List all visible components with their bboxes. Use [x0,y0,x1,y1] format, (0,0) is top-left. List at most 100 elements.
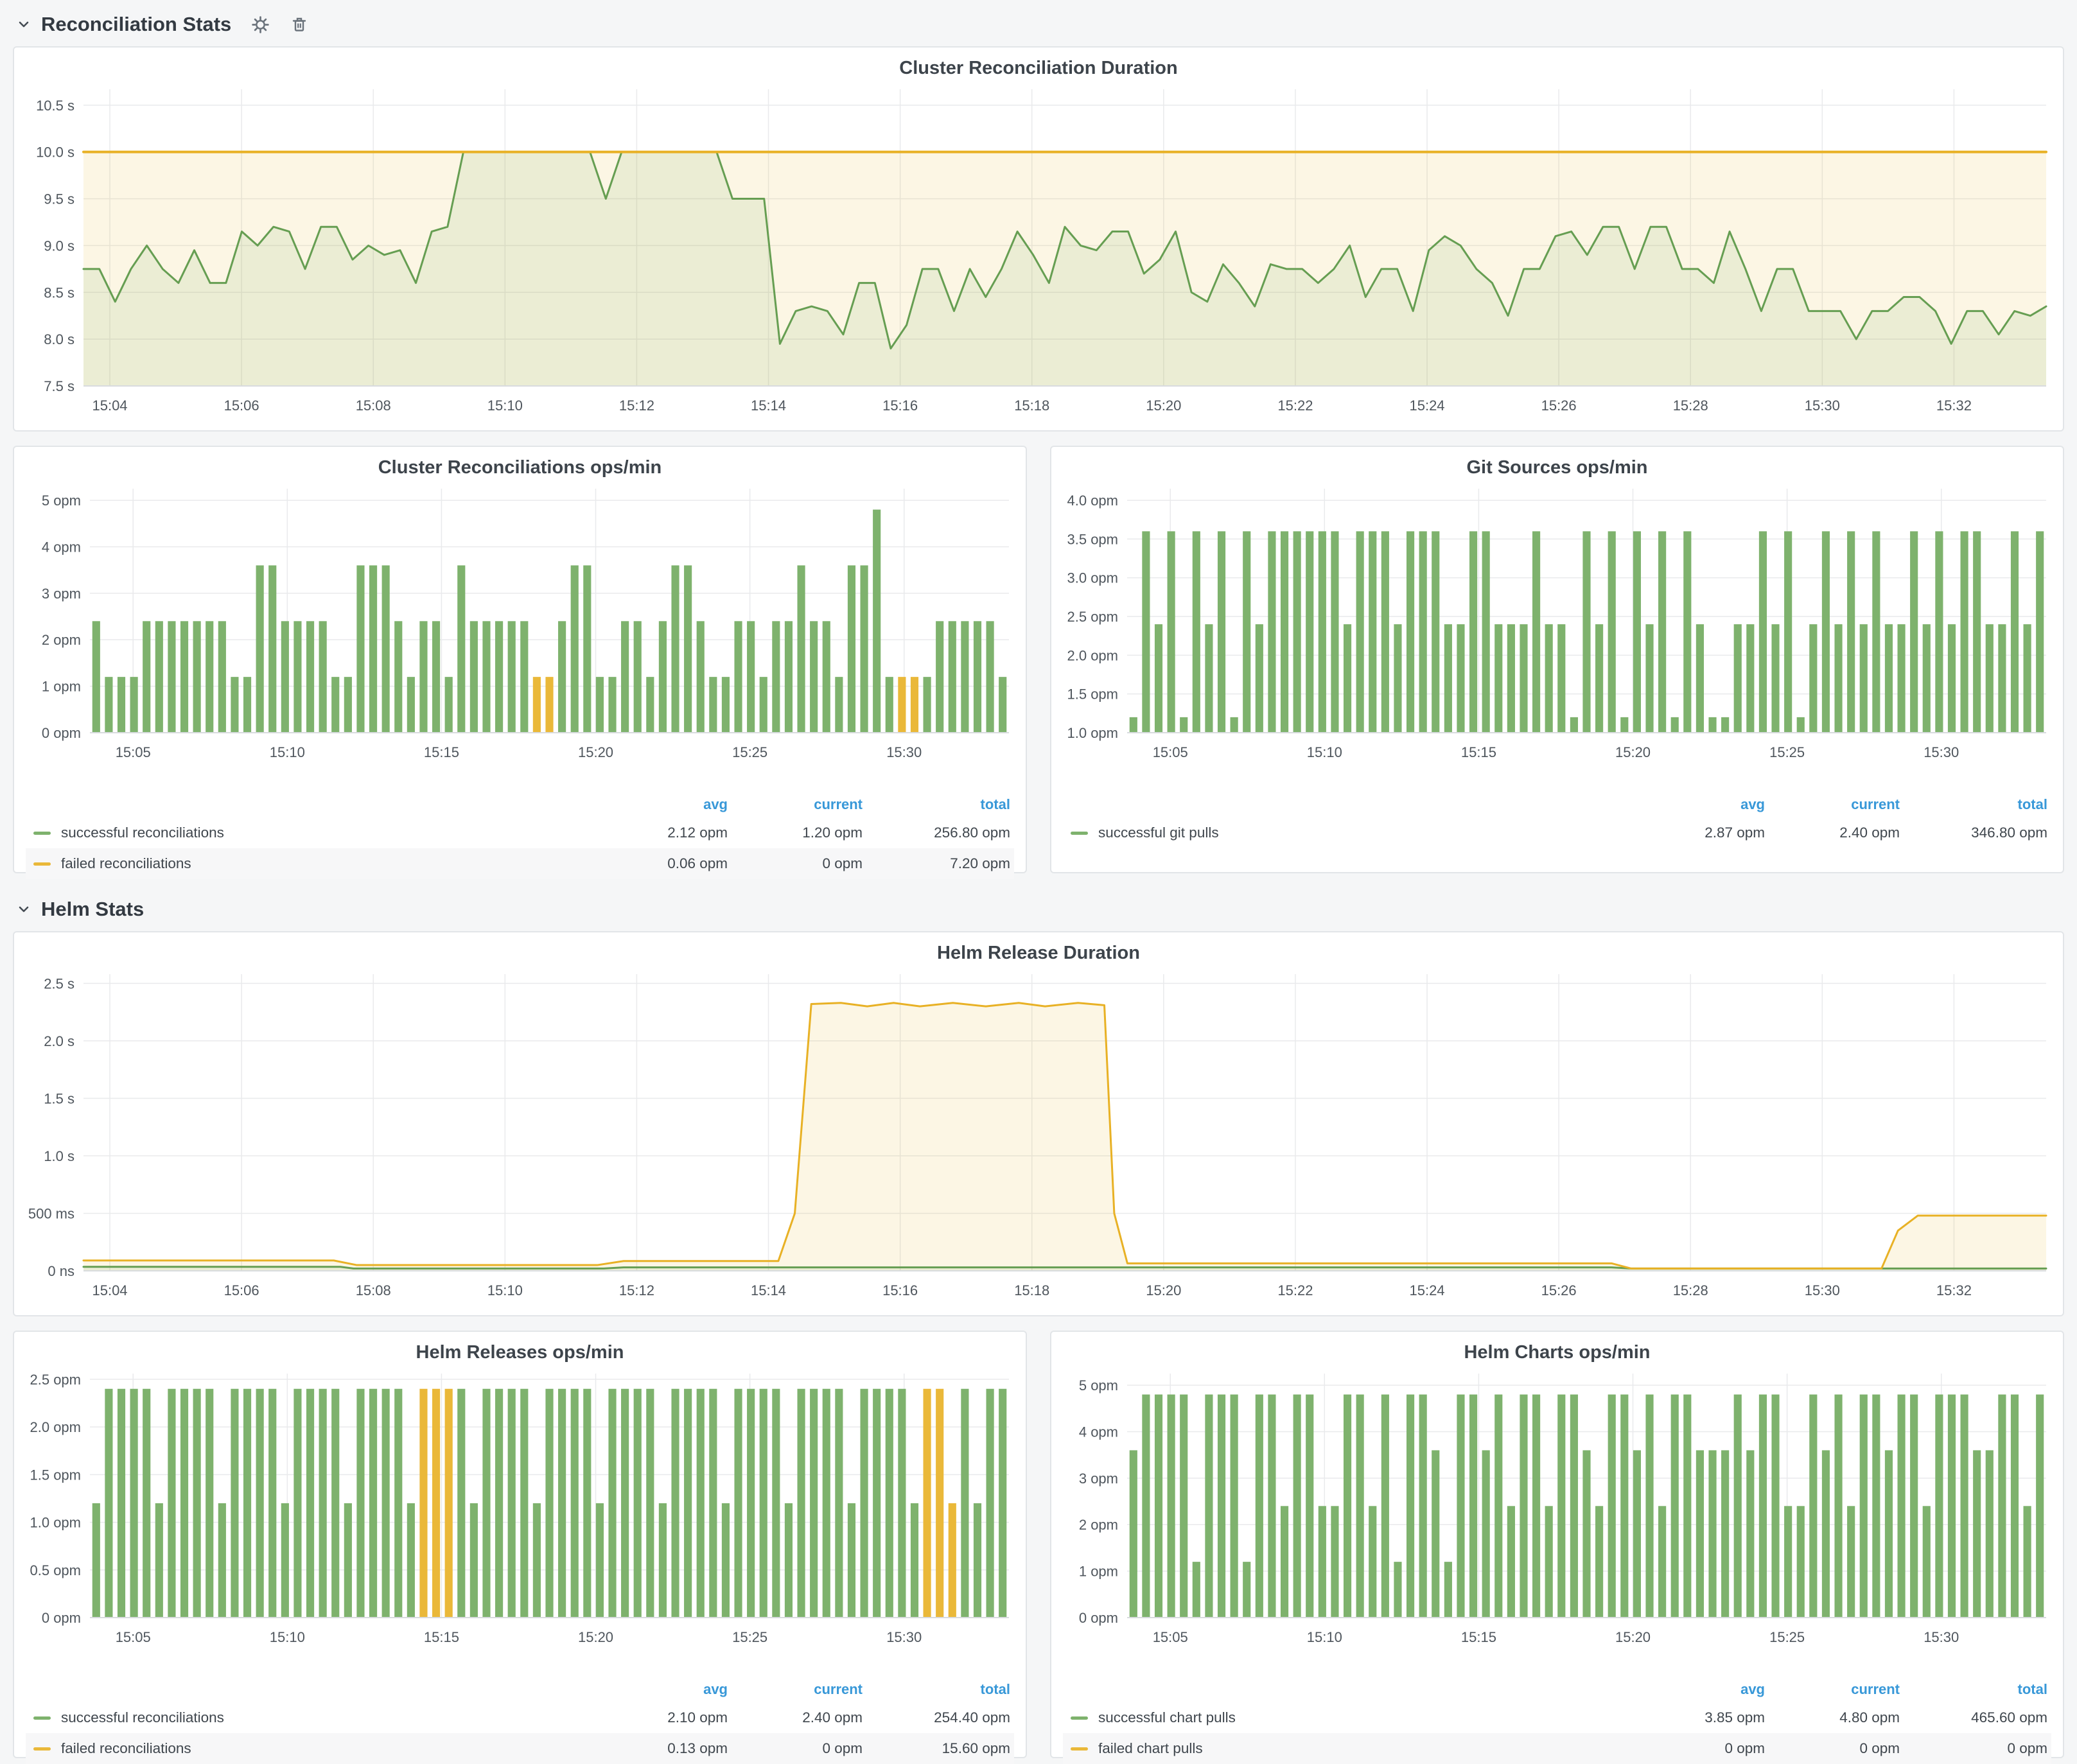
legend-row[interactable]: failed reconciliations 0.13 opm 0 opm 15.60… [26,1733,1014,1764]
legend-header-current[interactable]: current [1851,796,1900,812]
series-swatch-icon [33,1747,51,1751]
helm-releases-opm-chart[interactable]: 15:05 15:10 15:15 15:20 15:25 15:30 0 opm 0.5 o… [14,1365,1026,1655]
panel-title[interactable]: Cluster Reconciliation Duration [899,58,1178,78]
svg-text:4.0 opm: 4.0 opm [1067,493,1119,509]
svg-text:15:25: 15:25 [732,1629,767,1645]
legend-row[interactable]: successful chart pulls 3.85 opm 4.80 opm 46… [1063,1702,2051,1733]
svg-text:15:10: 15:10 [487,397,523,414]
svg-text:15:25: 15:25 [1769,744,1805,760]
svg-text:1.5 opm: 1.5 opm [1067,686,1119,703]
chevron-down-icon [19,21,29,28]
git-sources-opm-chart[interactable]: 15:05 15:10 15:15 15:20 15:25 15:30 1.0 opm 1.5… [1051,480,2063,770]
legend-header-total[interactable]: total [2017,1681,2047,1697]
section-helm-stats[interactable]: Helm Stats [13,891,2064,931]
svg-text:15:22: 15:22 [1277,397,1313,414]
legend-header: avg current total [26,792,1014,817]
svg-text:15:10: 15:10 [1307,744,1342,760]
svg-text:0 opm: 0 opm [42,725,81,741]
trash-icon [293,17,306,31]
section-title: Reconciliation Stats [41,13,232,35]
series-label: failed reconciliations [61,1740,191,1756]
svg-text:15:30: 15:30 [1924,744,1959,760]
svg-text:1.0 s: 1.0 s [44,1148,74,1164]
svg-text:15:04: 15:04 [92,397,127,414]
legend-header-total[interactable]: total [980,796,1010,812]
legend-value: 0 opm [822,1740,863,1756]
svg-text:5 opm: 5 opm [1079,1377,1118,1393]
svg-text:2.0 s: 2.0 s [44,1033,74,1049]
legend-header-total[interactable]: total [980,1681,1010,1697]
panel-helm-release-duration: Helm Release Duration 15:04 15:06 15:08 15:… [13,931,2064,1316]
panel-cluster-reconciliations-opm: Cluster Reconciliations ops/min 15:05 15:… [13,446,1027,879]
svg-text:15:06: 15:06 [224,1282,259,1298]
series-swatch-icon [33,862,51,866]
series-label: successful reconciliations [61,1709,224,1725]
section-reconciliation-stats[interactable]: Reconciliation Stats [13,6,2064,46]
legend-table: avg current total successful reconciliation… [26,792,1014,879]
panel-helm-releases-opm: Helm Releases ops/min 15:05 15:10 15:15 15:… [13,1331,1027,1764]
svg-text:15:30: 15:30 [886,744,922,760]
legend-header-avg[interactable]: avg [1740,796,1765,812]
svg-text:15:25: 15:25 [732,744,767,760]
svg-text:15:08: 15:08 [356,397,391,414]
svg-text:15:15: 15:15 [1461,1629,1496,1645]
svg-text:15:12: 15:12 [619,1282,654,1298]
legend-row[interactable]: successful reconciliations 2.12 opm 1.20 o… [26,817,1014,848]
legend-header-current[interactable]: current [1851,1681,1900,1697]
svg-text:15:16: 15:16 [882,1282,918,1298]
legend-value: 254.40 opm [934,1709,1010,1725]
svg-text:15:18: 15:18 [1014,1282,1049,1298]
svg-text:8.0 s: 8.0 s [44,331,74,347]
panel-title[interactable]: Git Sources ops/min [1466,457,1648,478]
legend-header: avg current total [1063,1677,2051,1702]
cluster-reconciliations-opm-chart[interactable]: 15:05 15:10 15:15 15:20 15:25 15:30 0 opm 1 opm… [14,480,1026,770]
legend-value: 0.13 opm [667,1740,728,1756]
svg-text:0.5 opm: 0.5 opm [30,1562,82,1578]
legend-row[interactable]: failed chart pulls 0 opm 0 opm 0 opm [1063,1733,2051,1764]
svg-text:5 opm: 5 opm [42,493,81,509]
svg-text:15:22: 15:22 [1277,1282,1313,1298]
section-settings-button[interactable] [250,15,270,35]
svg-text:15:10: 15:10 [1307,1629,1342,1645]
svg-text:1 opm: 1 opm [1079,1564,1118,1580]
svg-text:15:05: 15:05 [1153,744,1188,760]
svg-text:3.5 opm: 3.5 opm [1067,531,1119,547]
svg-text:15:10: 15:10 [487,1282,523,1298]
chevron-down-icon [19,906,29,913]
panel-title[interactable]: Helm Release Duration [937,943,1140,963]
series-label: successful chart pulls [1098,1709,1236,1725]
reconciliation-panels-row: Cluster Reconciliations ops/min 15:05 15:… [13,446,2064,879]
legend-header-avg[interactable]: avg [1740,1681,1765,1697]
legend-header: avg current total [1063,792,2051,817]
legend-header-avg[interactable]: avg [703,1681,728,1697]
svg-text:15:14: 15:14 [751,397,786,414]
svg-text:15:20: 15:20 [1146,1282,1181,1298]
svg-text:15:10: 15:10 [270,744,305,760]
panel-git-sources-opm: Git Sources ops/min 15:05 15:10 15:15 15:20… [1050,446,2064,873]
legend-header-current[interactable]: current [814,796,863,812]
svg-text:15:30: 15:30 [1805,1282,1840,1298]
legend-header-current[interactable]: current [814,1681,863,1697]
legend-row[interactable]: successful reconciliations 2.10 opm 2.40 o… [26,1702,1014,1733]
legend-row[interactable]: successful git pulls 2.87 opm 2.40 opm 346.… [1063,817,2051,848]
helm-charts-opm-chart[interactable]: 15:05 15:10 15:15 15:20 15:25 15:30 0 opm 1 opm… [1051,1365,2063,1655]
panel-title[interactable]: Cluster Reconciliations ops/min [378,457,662,478]
legend-header-avg[interactable]: avg [703,796,728,812]
legend-value: 7.20 opm [950,855,1010,871]
legend-header-total[interactable]: total [2017,796,2047,812]
legend-row[interactable]: failed reconciliations 0.06 opm 0 opm 7.20 … [26,848,1014,879]
section-delete-button[interactable] [290,15,309,34]
helm-release-duration-chart[interactable]: 15:04 15:06 15:08 15:10 15:12 15:14 15:16 15:18… [14,965,2063,1308]
svg-text:2.0 opm: 2.0 opm [1067,647,1119,663]
series-label: failed reconciliations [61,855,191,871]
series-label: successful git pulls [1098,825,1219,841]
svg-text:15:18: 15:18 [1014,397,1049,414]
cluster-reconciliation-duration-chart[interactable]: 15:04 15:06 15:08 15:10 15:12 15:14 15:16 15:18… [14,80,2063,423]
legend-table: avg current total successful reconciliation… [26,1677,1014,1764]
svg-text:15:30: 15:30 [1924,1629,1959,1645]
panel-title[interactable]: Helm Charts ops/min [1464,1342,1651,1363]
panel-title[interactable]: Helm Releases ops/min [416,1342,624,1363]
svg-text:0 ns: 0 ns [48,1263,74,1279]
svg-text:15:24: 15:24 [1409,397,1444,414]
svg-text:2.5 s: 2.5 s [44,975,74,991]
